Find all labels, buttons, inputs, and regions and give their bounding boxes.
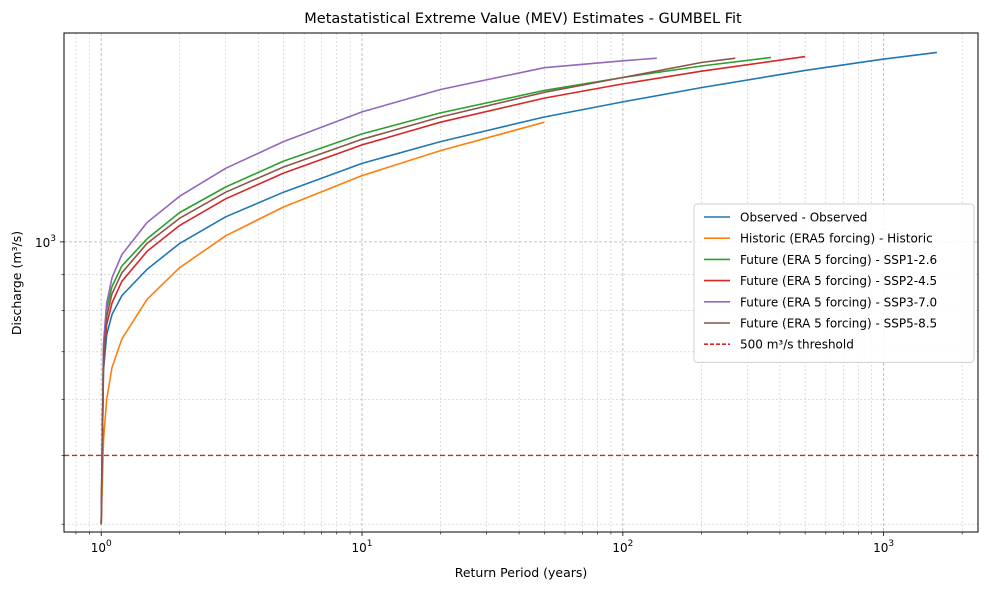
- x-tick-label-base: 10: [91, 541, 106, 555]
- series-line-historic-era5-forcing-historic: [100, 121, 545, 525]
- legend-label: Observed - Observed: [740, 211, 867, 225]
- series-line-future-era-5-forcing-ssp3-7-0: [100, 57, 657, 525]
- series-line-observed-observed: [100, 51, 937, 525]
- x-tick-label-base: 10: [352, 541, 367, 555]
- x-tick-label-exp: 0: [106, 539, 112, 549]
- x-axis-label: Return Period (years): [455, 565, 588, 580]
- series-layer: [100, 51, 937, 525]
- legend-label: 500 m³/s threshold: [740, 338, 854, 352]
- axes-frame: [63, 32, 979, 533]
- y-tick-label-base: 10: [35, 236, 50, 250]
- legend-label: Historic (ERA5 forcing) - Historic: [740, 232, 933, 246]
- x-tick-label-exp: 1: [367, 539, 373, 549]
- legend-label: Future (ERA 5 forcing) - SSP1-2.6: [740, 253, 937, 267]
- y-axis-ticks: 103: [35, 234, 64, 525]
- x-tick-label: 102: [612, 539, 633, 555]
- legend-label: Future (ERA 5 forcing) - SSP2-4.5: [740, 274, 937, 288]
- legend: Observed - Observed Historic (ERA5 forcin…: [693, 203, 975, 363]
- x-tick-label: 101: [352, 539, 373, 555]
- legend-box: [693, 203, 975, 363]
- x-tick-label: 103: [873, 539, 894, 555]
- x-tick-label-base: 10: [612, 541, 627, 555]
- legend-label: Future (ERA 5 forcing) - SSP5-8.5: [740, 317, 937, 331]
- y-axis-label: Discharge (m³/s): [9, 231, 24, 335]
- y-tick-label: 103: [35, 234, 56, 250]
- legend-label: Future (ERA 5 forcing) - SSP3-7.0: [740, 295, 937, 309]
- chart-title: Metastatistical Extreme Value (MEV) Esti…: [304, 11, 742, 27]
- x-tick-label-exp: 3: [888, 539, 894, 549]
- series-line-future-era-5-forcing-ssp5-8-5: [100, 57, 736, 525]
- x-tick-label-base: 10: [873, 541, 888, 555]
- x-axis-ticks: 100 101 102 103: [75, 532, 963, 555]
- x-tick-label-exp: 2: [628, 539, 634, 549]
- series-line-future-era-5-forcing-ssp2-4-5: [100, 55, 806, 525]
- y-tick-label-exp: 3: [50, 234, 56, 244]
- x-tick-label: 100: [91, 539, 112, 555]
